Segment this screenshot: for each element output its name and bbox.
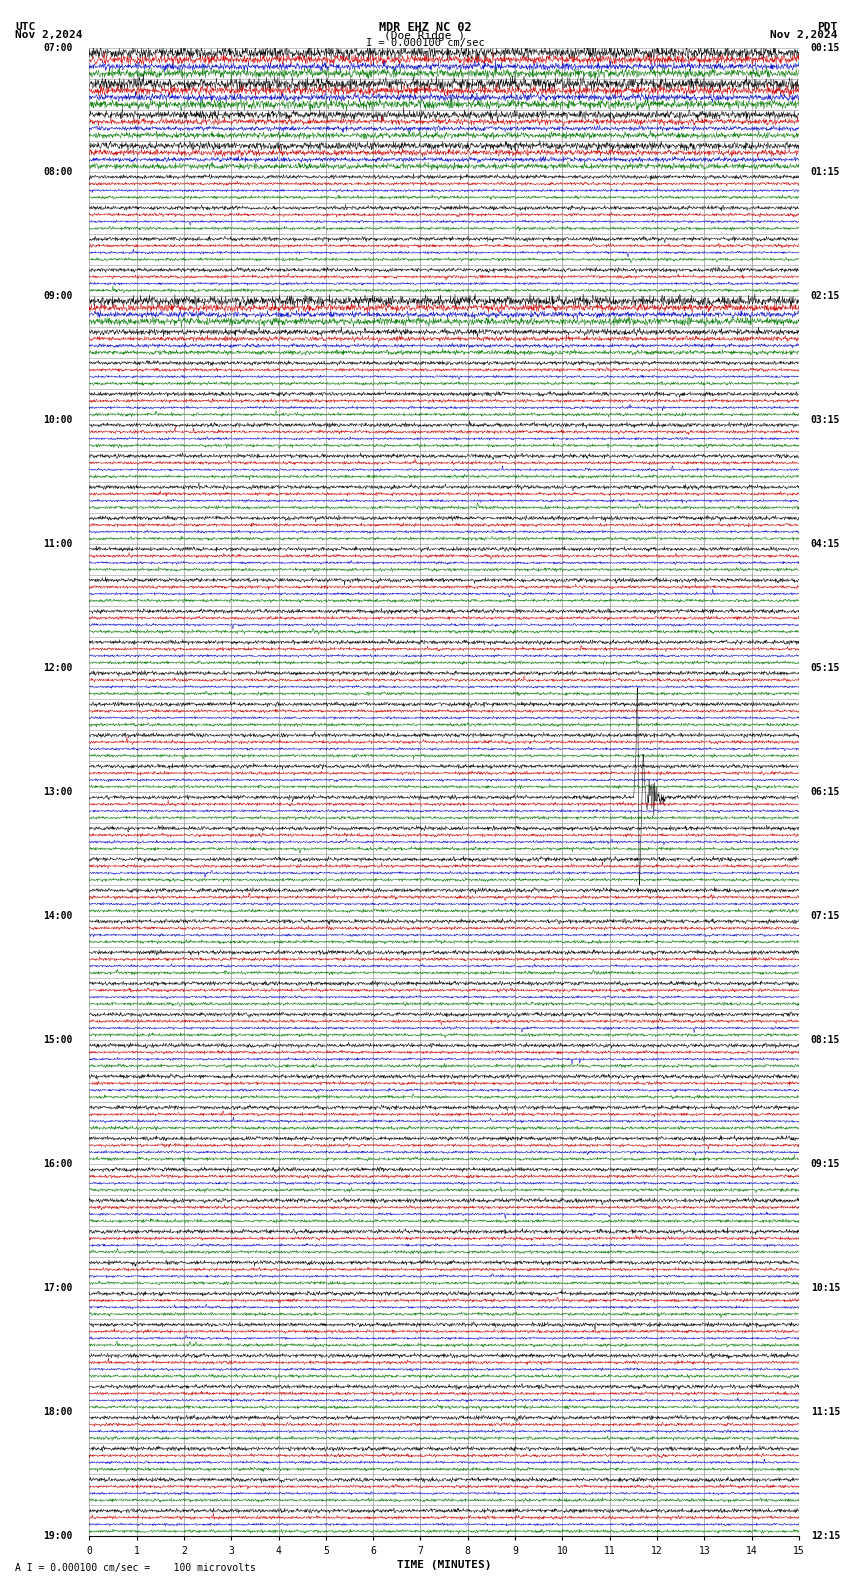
Text: 04:15: 04:15: [811, 539, 840, 548]
Text: 12:00: 12:00: [43, 664, 73, 673]
Text: (Doe Ridge ): (Doe Ridge ): [384, 32, 466, 41]
Text: 08:15: 08:15: [811, 1036, 840, 1045]
Text: 11:15: 11:15: [811, 1408, 840, 1418]
Text: 06:15: 06:15: [811, 787, 840, 797]
Text: 14:00: 14:00: [43, 911, 73, 920]
Text: UTC: UTC: [15, 22, 36, 32]
Text: Nov 2,2024: Nov 2,2024: [15, 30, 82, 40]
Text: 18:00: 18:00: [43, 1408, 73, 1418]
Text: 12:15: 12:15: [811, 1532, 840, 1541]
Text: A I = 0.000100 cm/sec =    100 microvolts: A I = 0.000100 cm/sec = 100 microvolts: [15, 1563, 256, 1573]
Text: 15:00: 15:00: [43, 1036, 73, 1045]
Text: 00:15: 00:15: [811, 43, 840, 52]
Text: 17:00: 17:00: [43, 1283, 73, 1293]
Text: 13:00: 13:00: [43, 787, 73, 797]
Text: 19:00: 19:00: [43, 1532, 73, 1541]
Text: 16:00: 16:00: [43, 1159, 73, 1169]
Text: 07:00: 07:00: [43, 43, 73, 52]
Text: 03:15: 03:15: [811, 415, 840, 425]
X-axis label: TIME (MINUTES): TIME (MINUTES): [397, 1560, 491, 1570]
Text: Nov 2,2024: Nov 2,2024: [770, 30, 837, 40]
Text: 09:00: 09:00: [43, 291, 73, 301]
Text: 05:15: 05:15: [811, 664, 840, 673]
Text: 08:00: 08:00: [43, 166, 73, 176]
Text: 09:15: 09:15: [811, 1159, 840, 1169]
Text: 10:15: 10:15: [811, 1283, 840, 1293]
Text: 10:00: 10:00: [43, 415, 73, 425]
Text: 02:15: 02:15: [811, 291, 840, 301]
Text: MDR EHZ NC 02: MDR EHZ NC 02: [379, 21, 471, 33]
Text: 07:15: 07:15: [811, 911, 840, 920]
Text: I = 0.000100 cm/sec: I = 0.000100 cm/sec: [366, 38, 484, 48]
Text: 11:00: 11:00: [43, 539, 73, 548]
Text: PDT: PDT: [817, 22, 837, 32]
Text: 01:15: 01:15: [811, 166, 840, 176]
